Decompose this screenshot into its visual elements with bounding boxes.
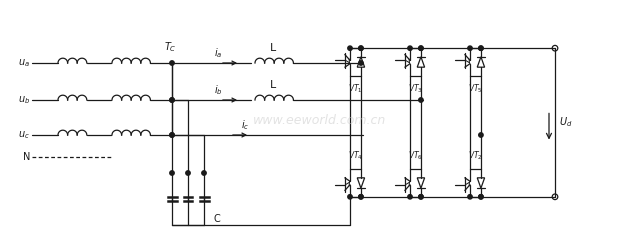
Text: $VT_2$: $VT_2$	[468, 150, 483, 162]
Circle shape	[479, 133, 483, 137]
Circle shape	[419, 46, 423, 50]
Text: $i_a$: $i_a$	[214, 46, 223, 60]
Text: L: L	[270, 80, 276, 90]
Circle shape	[468, 46, 472, 50]
Text: $VT_3$: $VT_3$	[408, 83, 422, 95]
Circle shape	[202, 171, 206, 175]
Text: C: C	[213, 214, 220, 224]
Circle shape	[479, 195, 483, 199]
Circle shape	[479, 46, 483, 50]
Text: $u_b$: $u_b$	[18, 94, 30, 106]
Circle shape	[186, 171, 190, 175]
Circle shape	[479, 46, 483, 50]
Text: $U_d$: $U_d$	[559, 116, 572, 129]
Circle shape	[419, 195, 423, 199]
Circle shape	[348, 195, 352, 199]
Text: $u_a$: $u_a$	[18, 57, 30, 69]
Circle shape	[359, 46, 363, 50]
Circle shape	[170, 171, 174, 175]
Circle shape	[479, 195, 483, 199]
Text: $VT_1$: $VT_1$	[348, 83, 362, 95]
Circle shape	[170, 98, 174, 102]
Circle shape	[359, 195, 363, 199]
Circle shape	[170, 98, 174, 102]
Text: N: N	[22, 152, 30, 162]
Text: $VT_4$: $VT_4$	[348, 150, 363, 162]
Circle shape	[419, 98, 423, 102]
Text: $u_c$: $u_c$	[18, 129, 30, 141]
Text: $VT_5$: $VT_5$	[468, 83, 483, 95]
Circle shape	[359, 195, 363, 199]
Circle shape	[419, 195, 423, 199]
Circle shape	[408, 46, 412, 50]
Circle shape	[359, 46, 363, 50]
Circle shape	[468, 195, 472, 199]
Text: L: L	[270, 43, 276, 53]
Text: $i_c$: $i_c$	[241, 118, 249, 132]
Circle shape	[408, 195, 412, 199]
Circle shape	[419, 46, 423, 50]
Circle shape	[170, 133, 174, 137]
Text: $VT_6$: $VT_6$	[408, 150, 422, 162]
Circle shape	[359, 61, 363, 65]
Circle shape	[170, 133, 174, 137]
Text: www.eeworld.com.cn: www.eeworld.com.cn	[253, 114, 387, 126]
Circle shape	[348, 46, 352, 50]
Text: $T_C$: $T_C$	[164, 40, 177, 54]
Text: $i_b$: $i_b$	[214, 83, 223, 97]
Circle shape	[170, 61, 174, 65]
